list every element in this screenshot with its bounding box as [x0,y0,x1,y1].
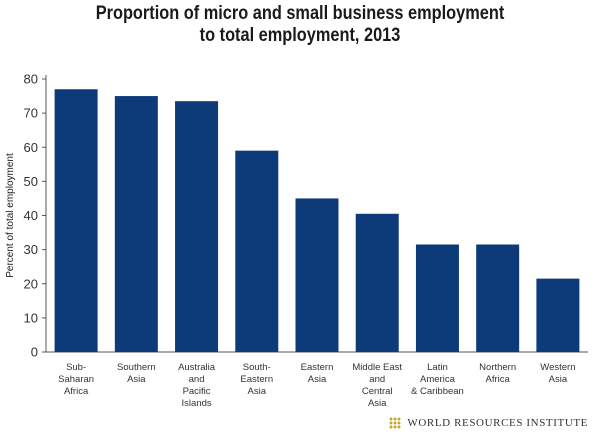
y-tick-label: 10 [24,310,38,325]
x-category-label: Middle East and Central Asia [352,362,402,409]
y-tick-label: 40 [24,208,38,223]
x-category-label: Eastern Asia [301,362,334,385]
y-axis-label: Percent of total employment [5,153,16,278]
chart-title-line-1: Proportion of micro and small business e… [95,3,505,24]
x-category-label: Southern Asia [117,362,156,385]
x-category-label: Australia and Pacific Islands [178,362,216,409]
x-category-label: Latin America & Caribbean [411,362,464,397]
wri-emblem-icon [389,417,402,429]
y-tick-label: 0 [31,345,38,360]
x-category-label: South-Eastern Asia [240,362,273,397]
bar-1 [114,96,158,352]
y-tick-label: 70 [24,106,38,121]
bar-6 [415,244,459,352]
wri-logo: WORLD RESOURCES INSTITUTE [388,416,588,430]
y-tick-label: 30 [24,242,38,257]
x-category-label: Western Asia [540,362,575,385]
x-category-label: Northern Africa [479,362,516,385]
chart-title-line-2: to total employment, 2013 [199,25,401,46]
y-tick-label: 50 [24,174,38,189]
bar-5 [355,213,399,352]
y-tick-label: 60 [24,140,38,155]
x-category-label: Sub-Saharan Africa [58,362,94,397]
y-tick-label: 80 [24,72,38,87]
bar-3 [235,150,279,352]
bar-0 [54,89,98,353]
y-tick-label: 20 [24,276,38,291]
bar-8 [536,278,580,352]
bar-7 [476,244,520,352]
wri-logo-text: WORLD RESOURCES INSTITUTE [407,417,588,429]
bar-2 [175,101,219,353]
bar-4 [295,198,339,352]
